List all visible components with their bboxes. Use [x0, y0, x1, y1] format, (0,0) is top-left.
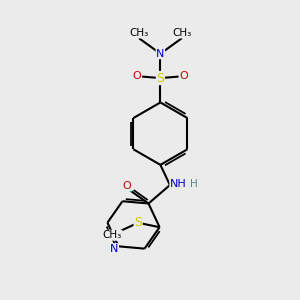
- Text: CH₃: CH₃: [103, 230, 122, 240]
- Text: H: H: [190, 179, 198, 189]
- Text: CH₃: CH₃: [129, 28, 148, 38]
- Text: CH₃: CH₃: [172, 28, 192, 38]
- Text: S: S: [134, 216, 142, 229]
- Text: N: N: [110, 244, 118, 254]
- Text: N: N: [156, 49, 165, 59]
- Text: S: S: [156, 72, 164, 85]
- Text: O: O: [123, 181, 131, 191]
- Text: O: O: [179, 71, 188, 81]
- Text: O: O: [133, 71, 142, 81]
- Text: NH: NH: [170, 178, 187, 189]
